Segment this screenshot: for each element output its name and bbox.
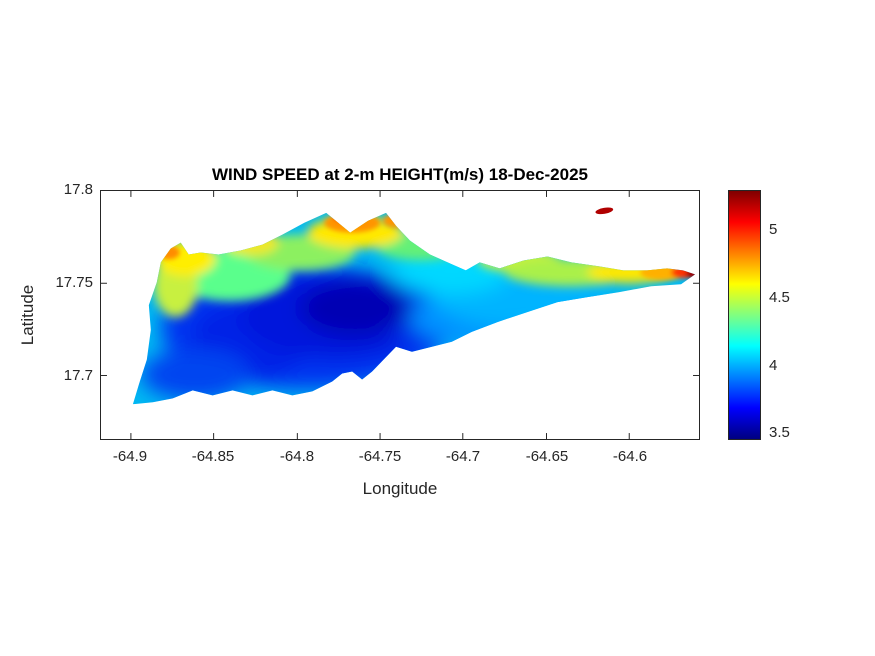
y-tick-label: 17.7	[63, 367, 93, 384]
colorbar-tick-label: 5	[769, 221, 778, 238]
x-tick-label: -64.65	[525, 448, 569, 465]
colorbar-tick-label: 3.5	[769, 424, 790, 441]
y-axis-label: Latitude	[18, 284, 37, 346]
colorbar	[728, 190, 761, 440]
x-tick-label: -64.75	[358, 448, 402, 465]
x-tick-label: -64.8	[279, 448, 315, 465]
plot-area	[100, 190, 700, 440]
axis-tick-marks	[101, 191, 699, 439]
x-axis-label: Longitude	[362, 479, 438, 498]
y-tick-label: 17.75	[55, 274, 93, 291]
y-tick-label: 17.8	[63, 181, 93, 198]
contour-blues	[140, 246, 610, 401]
wind-speed-contour-map	[101, 191, 699, 439]
plot-title: WIND SPEED at 2-m HEIGHT(m/s) 18-Dec-202…	[212, 165, 588, 184]
x-tick-label: -64.6	[612, 448, 648, 465]
x-tick-label: -64.9	[112, 448, 148, 465]
colorbar-tick-label: 4	[769, 357, 778, 374]
x-tick-label: -64.7	[445, 448, 481, 465]
colorbar-tick-label: 4.5	[769, 289, 790, 306]
islet-hotspot	[595, 207, 614, 215]
island-contour-fill	[132, 212, 696, 405]
x-tick-label: -64.85	[191, 448, 235, 465]
